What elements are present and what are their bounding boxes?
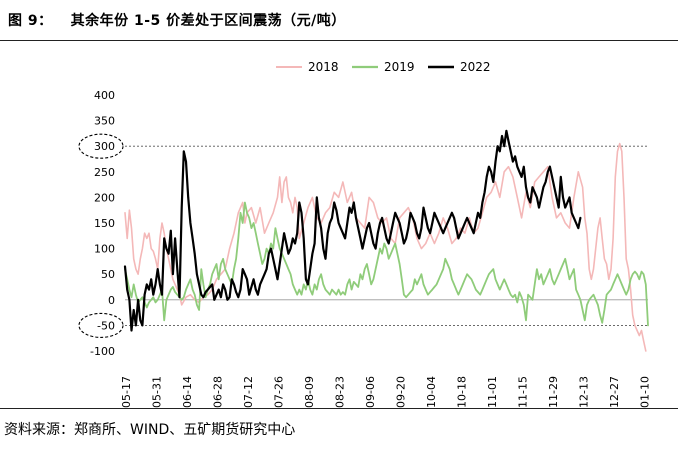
figure-number: 图 9： [8, 13, 53, 29]
x-tick-label: 11-29 [547, 376, 560, 408]
figure-title: 图 9： 其余年份 1-5 价差处于区间震荡（元/吨） [8, 10, 346, 30]
y-tick-label: -50 [97, 319, 115, 332]
legend-label-2022: 2022 [460, 60, 491, 74]
source-bar: 资料来源：郑商所、WIND、五矿期货研究中心 [0, 408, 678, 449]
x-tick-label: 08-23 [334, 376, 347, 408]
y-tick-label: 400 [94, 89, 115, 102]
x-tick-label: 11-01 [486, 376, 499, 408]
y-tick-label: 0 [108, 294, 115, 307]
x-tick-label: 12-27 [608, 376, 621, 408]
series-line-2022 [123, 129, 582, 332]
y-tick-label: 150 [94, 217, 115, 230]
y-tick-label: 100 [94, 243, 115, 256]
x-tick-label: 06-14 [181, 376, 194, 408]
y-tick-label: 50 [101, 268, 115, 281]
y-tick-label: 250 [94, 166, 115, 179]
y-tick-label: 350 [94, 115, 115, 128]
legend-label-2018: 2018 [308, 60, 339, 74]
y-tick-label: 200 [94, 191, 115, 204]
legend-label-2019: 2019 [384, 60, 415, 74]
x-tick-label: 08-09 [303, 376, 316, 408]
x-tick-label: 12-13 [578, 376, 591, 408]
tick-highlight-circle [78, 312, 124, 338]
x-tick-label: 10-04 [425, 376, 438, 408]
tick-highlight-circle [78, 133, 124, 159]
x-tick-label: 09-20 [395, 376, 408, 408]
series-line-2019 [124, 201, 649, 327]
x-tick-label: 07-26 [273, 376, 286, 408]
x-tick-label: 01-10 [639, 376, 652, 408]
x-tick-label: 07-12 [242, 376, 255, 408]
figure-title-text: 其余年份 1-5 价差处于区间震荡（元/吨） [70, 13, 346, 29]
x-tick-label: 05-17 [120, 376, 133, 408]
x-tick-label: 11-15 [517, 376, 530, 408]
y-tick-label: -100 [90, 345, 115, 358]
figure-title-bar: 图 9： 其余年份 1-5 价差处于区间震荡（元/吨） [0, 0, 678, 41]
x-tick-label: 09-06 [364, 376, 377, 408]
x-tick-label: 06-28 [212, 376, 225, 408]
source-note: 资料来源：郑商所、WIND、五矿期货研究中心 [4, 422, 296, 438]
x-tick-label: 05-31 [151, 376, 164, 408]
y-tick-label: 300 [94, 140, 115, 153]
x-tick-label: 10-18 [456, 376, 469, 408]
